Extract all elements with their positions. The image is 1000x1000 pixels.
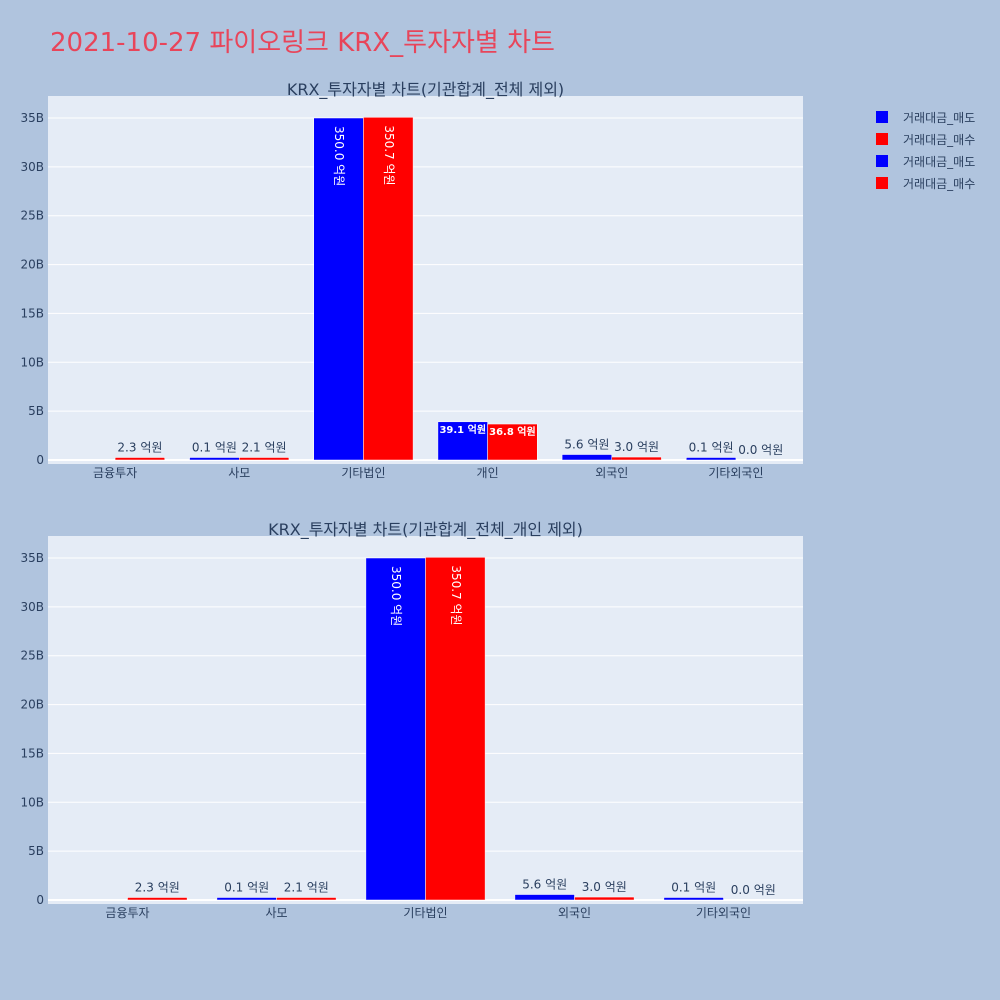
legend-item[interactable]: 거래대금_매수 (876, 128, 975, 150)
bar (189, 457, 240, 461)
x-tick-label: 외국인 (558, 906, 591, 920)
y-tick-label: 5B (28, 844, 44, 858)
legend-item[interactable]: 거래대금_매도 (876, 150, 975, 172)
bar (239, 457, 290, 461)
bar (216, 897, 277, 901)
x-tick-label: 기타법인 (403, 906, 447, 920)
legend-swatch-blue (876, 155, 888, 167)
data-label: 5.6 억원 (564, 438, 609, 452)
x-tick-label: 금융투자 (93, 466, 137, 480)
data-label: 36.8 억원 (489, 425, 536, 438)
data-label: 3.0 억원 (614, 440, 659, 454)
data-label: 3.0 억원 (582, 880, 627, 894)
bar (114, 457, 166, 461)
bar (611, 456, 662, 461)
legend-item[interactable]: 거래대금_매도 (876, 106, 975, 128)
bar (663, 897, 724, 901)
y-tick-label: 25B (20, 209, 44, 223)
legend-label: 거래대금_매수 (903, 176, 976, 191)
legend-label: 거래대금_매수 (903, 132, 976, 147)
legend-item[interactable]: 거래대금_매수 (876, 172, 975, 194)
plot-area (48, 96, 803, 464)
data-label: 39.1 억원 (439, 423, 486, 436)
y-tick-label: 0 (36, 893, 44, 907)
bar (313, 117, 364, 461)
data-label: 350.0 억원 (332, 126, 346, 186)
x-tick-label: 사모 (265, 906, 287, 920)
data-label: 0.0 억원 (738, 443, 783, 457)
x-tick-label: 외국인 (595, 466, 628, 480)
data-label: 0.1 억원 (224, 881, 269, 895)
bar (127, 897, 188, 901)
x-tick-label: 기타외국인 (696, 906, 751, 920)
y-tick-label: 5B (28, 404, 44, 418)
bar (365, 557, 426, 901)
y-tick-label: 30B (20, 600, 44, 614)
data-label: 0.0 억원 (731, 883, 776, 897)
bar (574, 896, 635, 901)
data-label: 350.7 억원 (382, 125, 396, 185)
y-tick-label: 10B (20, 795, 44, 809)
y-tick-label: 35B (20, 551, 44, 565)
data-label: 350.0 억원 (389, 566, 403, 626)
bar (487, 423, 538, 461)
data-label: 5.6 억원 (522, 878, 567, 892)
data-label: 2.1 억원 (284, 881, 329, 895)
data-label: 2.3 억원 (117, 441, 162, 455)
chart-title: KRX_투자자별 차트(기관합계_전체 제외) (287, 80, 564, 100)
y-tick-label: 0 (36, 453, 44, 467)
bar (561, 454, 612, 461)
y-tick-label: 20B (20, 698, 44, 712)
bar (437, 421, 488, 461)
data-label: 0.1 억원 (689, 441, 734, 455)
bar (686, 457, 737, 461)
y-tick-label: 25B (20, 649, 44, 663)
page-title: 2021-10-27 파이오링크 KRX_투자자별 차트 (50, 28, 555, 58)
bar (514, 894, 575, 901)
x-tick-label: 개인 (477, 466, 499, 480)
x-tick-label: 기타외국인 (708, 466, 763, 480)
legend-swatch-blue (876, 111, 888, 123)
bar (363, 117, 414, 461)
x-tick-label: 금융투자 (105, 906, 149, 920)
legend-label: 거래대금_매도 (903, 154, 976, 169)
data-label: 350.7 억원 (449, 565, 463, 625)
y-tick-label: 15B (20, 746, 44, 760)
legend: 거래대금_매도 거래대금_매수 거래대금_매도 거래대금_매수 (876, 106, 975, 194)
y-tick-label: 35B (20, 111, 44, 125)
y-tick-label: 10B (20, 355, 44, 369)
x-tick-label: 기타법인 (341, 466, 385, 480)
y-tick-label: 20B (20, 258, 44, 272)
x-tick-label: 사모 (228, 466, 250, 480)
data-label: 2.1 억원 (242, 441, 287, 455)
legend-label: 거래대금_매도 (903, 110, 976, 125)
bar (425, 557, 486, 901)
legend-swatch-red (876, 133, 888, 145)
legend-swatch-red (876, 177, 888, 189)
y-tick-label: 15B (20, 306, 44, 320)
chart-title: KRX_투자자별 차트(기관합계_전체_개인 제외) (268, 520, 583, 540)
data-label: 0.1 억원 (671, 881, 716, 895)
bar (276, 897, 337, 901)
data-label: 2.3 억원 (135, 881, 180, 895)
y-tick-label: 30B (20, 160, 44, 174)
data-label: 0.1 억원 (192, 441, 237, 455)
